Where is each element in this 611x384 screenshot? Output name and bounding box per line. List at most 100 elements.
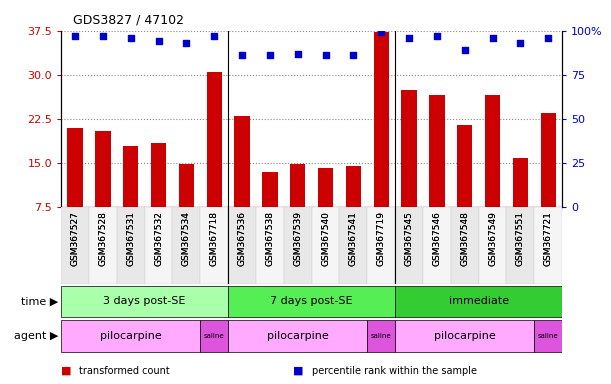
Text: GSM367540: GSM367540 [321,211,330,266]
Text: GSM367551: GSM367551 [516,211,525,266]
Text: GSM367538: GSM367538 [265,211,274,266]
Bar [485,96,500,207]
Bar [373,33,389,207]
Bar [395,320,534,352]
Text: percentile rank within the sample: percentile rank within the sample [312,366,477,376]
Point [460,47,470,53]
Point [516,40,525,46]
Text: GSM367531: GSM367531 [126,211,135,266]
Text: GSM367531: GSM367531 [126,211,135,266]
Bar [312,207,340,284]
Text: GSM367721: GSM367721 [544,211,553,266]
Point [126,35,136,41]
Text: GSM367546: GSM367546 [433,211,441,266]
Bar [235,116,250,207]
Text: GSM367545: GSM367545 [404,211,414,266]
Point [321,52,331,58]
Bar [262,172,277,207]
Text: agent ▶: agent ▶ [13,331,58,341]
Point [98,33,108,39]
Text: saline: saline [204,333,224,339]
Bar [507,207,534,284]
Bar [228,320,367,352]
Point [404,35,414,41]
Bar [513,159,528,207]
Bar [423,207,451,284]
Bar [478,207,507,284]
Bar [61,320,200,352]
Bar [151,142,166,207]
Point [488,35,497,41]
Bar [178,164,194,207]
Text: 3 days post-SE: 3 days post-SE [103,296,186,306]
Bar [61,286,228,317]
Point [70,33,80,39]
Bar [207,72,222,207]
Text: GSM367545: GSM367545 [404,211,414,266]
Text: GSM367719: GSM367719 [377,211,386,266]
Text: GSM367534: GSM367534 [182,211,191,266]
Text: saline: saline [371,333,392,339]
Text: GSM367549: GSM367549 [488,211,497,266]
Bar [318,168,333,207]
Text: GSM367549: GSM367549 [488,211,497,266]
Bar [367,207,395,284]
Text: GSM367528: GSM367528 [98,211,108,266]
Point [237,52,247,58]
Text: ■: ■ [61,366,71,376]
Bar [541,113,556,207]
Text: GSM367532: GSM367532 [154,211,163,266]
Bar [256,207,284,284]
Text: GSM367532: GSM367532 [154,211,163,266]
Text: GSM367541: GSM367541 [349,211,358,266]
Bar [451,207,478,284]
Text: immediate: immediate [448,296,509,306]
Text: 7 days post-SE: 7 days post-SE [270,296,353,306]
Text: GSM367718: GSM367718 [210,211,219,266]
Point [293,51,302,57]
Text: GSM367719: GSM367719 [377,211,386,266]
Bar [534,207,562,284]
Bar [429,96,445,207]
Point [181,40,191,46]
Bar [228,207,256,284]
Bar [367,320,395,352]
Text: GSM367548: GSM367548 [460,211,469,266]
Bar [284,207,312,284]
Bar [395,286,562,317]
Text: GSM367718: GSM367718 [210,211,219,266]
Text: GSM367539: GSM367539 [293,211,302,266]
Text: GSM367527: GSM367527 [70,211,79,266]
Text: saline: saline [538,333,558,339]
Bar [145,207,172,284]
Text: time ▶: time ▶ [21,296,58,306]
Bar [228,286,395,317]
Text: GSM367538: GSM367538 [265,211,274,266]
Point [348,52,358,58]
Text: GSM367534: GSM367534 [182,211,191,266]
Text: GSM367539: GSM367539 [293,211,302,266]
Text: GSM367536: GSM367536 [238,211,246,266]
Text: ■: ■ [293,366,304,376]
Text: GDS3827 / 47102: GDS3827 / 47102 [73,14,185,27]
Point [376,30,386,36]
Bar [401,89,417,207]
Point [543,35,553,41]
Text: transformed count: transformed count [79,366,170,376]
Point [210,33,219,39]
Text: GSM367528: GSM367528 [98,211,108,266]
Point [432,33,442,39]
Text: GSM367540: GSM367540 [321,211,330,266]
Text: pilocarpine: pilocarpine [267,331,329,341]
Point [265,52,275,58]
Bar [67,128,82,207]
Bar [395,207,423,284]
Text: GSM367536: GSM367536 [238,211,246,266]
Text: GSM367527: GSM367527 [70,211,79,266]
Point [153,38,163,45]
Bar [61,207,89,284]
Bar [340,207,367,284]
Bar [534,320,562,352]
Text: GSM367541: GSM367541 [349,211,358,266]
Bar [200,207,228,284]
